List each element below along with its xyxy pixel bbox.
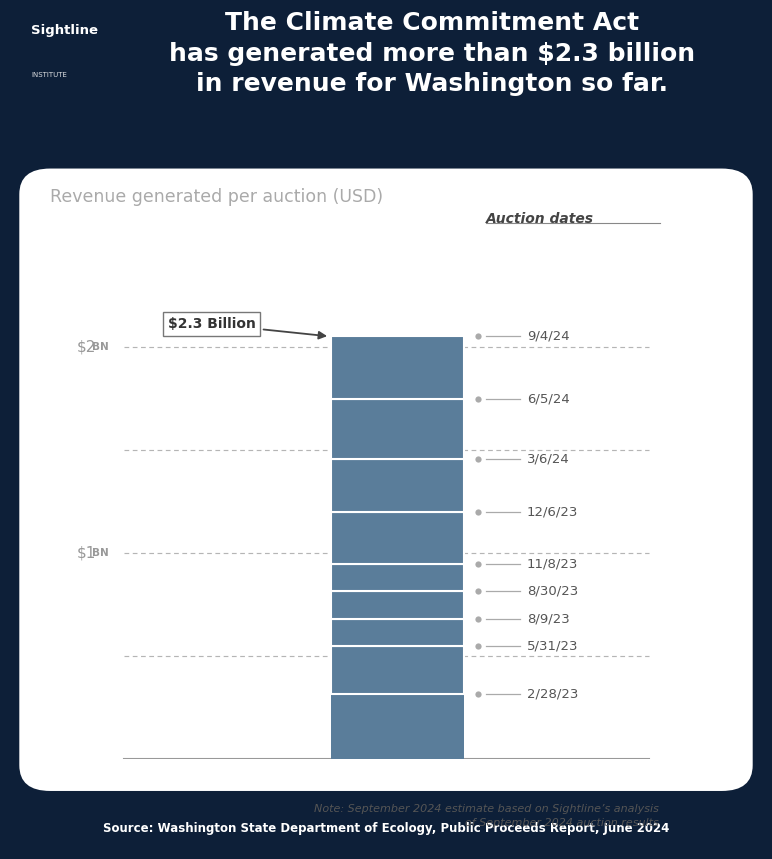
Text: BN: BN <box>92 342 109 351</box>
Text: 11/8/23: 11/8/23 <box>527 557 578 570</box>
Text: 3/6/24: 3/6/24 <box>527 453 570 466</box>
Text: 8/30/23: 8/30/23 <box>527 584 578 597</box>
Bar <box>331 460 464 512</box>
Text: 12/6/23: 12/6/23 <box>527 505 578 518</box>
FancyBboxPatch shape <box>19 168 753 791</box>
Text: Sightline: Sightline <box>31 24 98 37</box>
Text: 8/9/23: 8/9/23 <box>527 612 570 625</box>
Bar <box>331 694 464 758</box>
Bar <box>331 337 464 399</box>
Text: 9/4/24: 9/4/24 <box>527 330 570 343</box>
Text: Source: Washington State Department of Ecology, Public Proceeds Report, June 202: Source: Washington State Department of E… <box>103 822 669 835</box>
Text: Auction dates: Auction dates <box>486 211 594 226</box>
Text: Note: September 2024 estimate based on Sightline’s analysis
of September 2024 au: Note: September 2024 estimate based on S… <box>313 804 659 828</box>
Text: $1: $1 <box>77 545 96 560</box>
Bar <box>331 399 464 460</box>
Text: 6/5/24: 6/5/24 <box>527 393 570 405</box>
Text: $2: $2 <box>77 339 96 354</box>
Bar <box>331 564 464 591</box>
Text: 5/31/23: 5/31/23 <box>527 639 578 653</box>
Bar <box>331 512 464 564</box>
Bar <box>331 619 464 646</box>
Text: 2/28/23: 2/28/23 <box>527 687 578 700</box>
Text: BN: BN <box>92 548 109 557</box>
Text: INSTITUTE: INSTITUTE <box>31 71 66 77</box>
Bar <box>331 591 464 619</box>
Bar <box>331 646 464 694</box>
Text: The Climate Commitment Act
has generated more than $2.3 billion
in revenue for W: The Climate Commitment Act has generated… <box>169 11 696 96</box>
Text: $2.3 Billion: $2.3 Billion <box>168 317 325 338</box>
Text: Revenue generated per auction (USD): Revenue generated per auction (USD) <box>50 188 384 206</box>
